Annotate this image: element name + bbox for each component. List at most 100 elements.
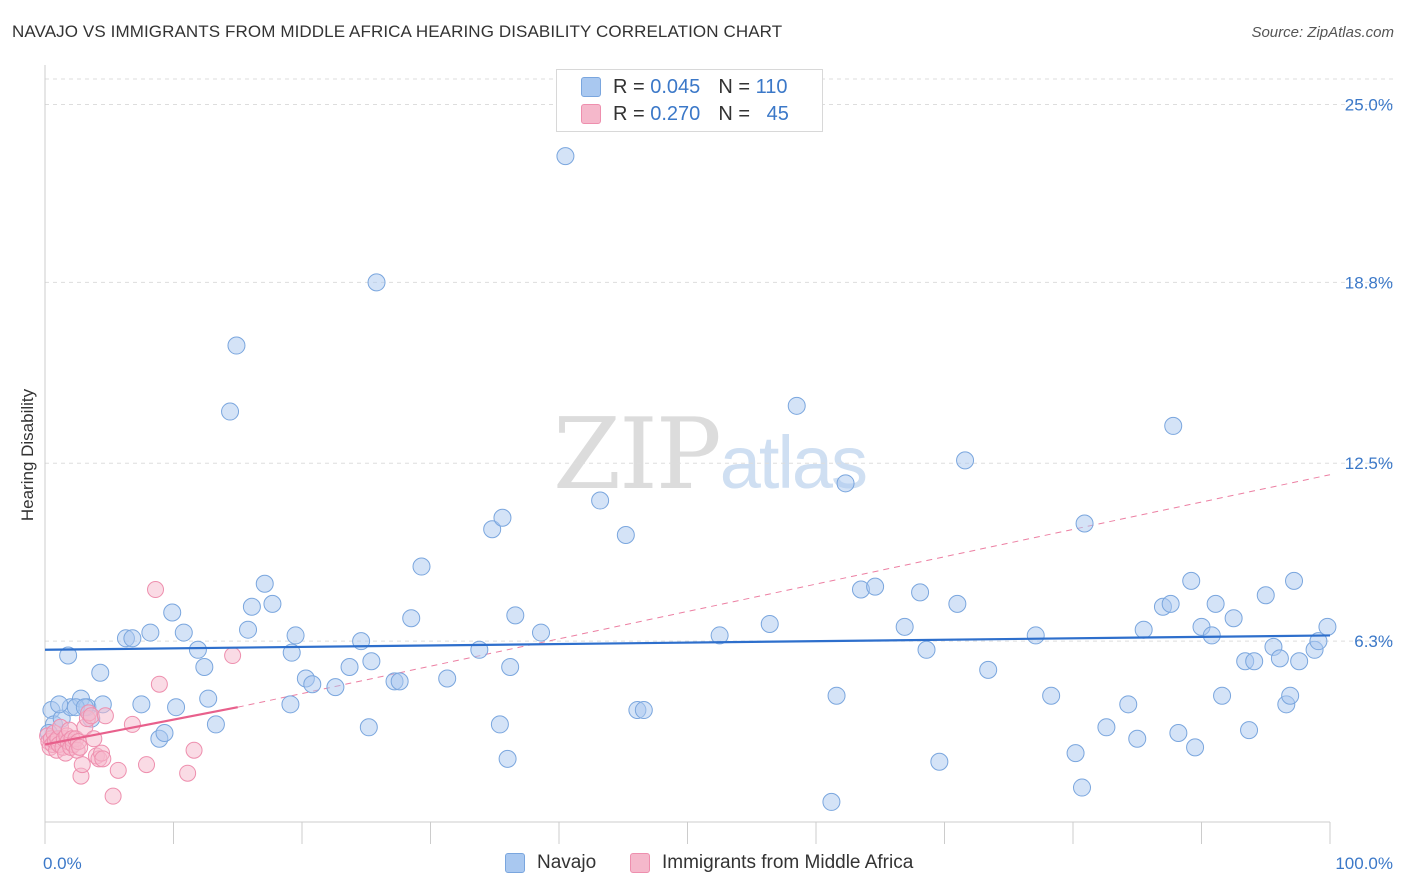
navajo-point bbox=[930, 752, 949, 771]
navajo-point bbox=[490, 715, 509, 734]
navajo-point bbox=[956, 451, 975, 470]
navajo-point bbox=[1213, 686, 1232, 705]
navajo-point bbox=[1245, 652, 1264, 671]
navajo-point bbox=[1202, 626, 1221, 645]
navajo-point bbox=[1128, 729, 1147, 748]
navajo-point bbox=[286, 626, 305, 645]
navajo-point bbox=[836, 474, 855, 493]
navajo-point bbox=[760, 614, 779, 633]
navajo-point bbox=[163, 603, 182, 622]
immigrants-trend-line bbox=[44, 706, 238, 746]
legend-item-immigrants[interactable]: Immigrants from Middle Africa bbox=[630, 852, 913, 874]
legend-r-value: 0.270 bbox=[650, 102, 701, 125]
navajo-point bbox=[1097, 718, 1116, 737]
immigrants-point bbox=[82, 707, 100, 725]
navajo-point bbox=[483, 520, 502, 539]
navajo-point bbox=[239, 620, 258, 639]
immigrants-point bbox=[179, 764, 197, 782]
navajo-point bbox=[132, 695, 151, 714]
immigrants-point bbox=[224, 647, 242, 665]
navajo-point bbox=[1206, 594, 1225, 613]
navajo-point bbox=[263, 594, 282, 613]
immigrants-point bbox=[73, 756, 91, 774]
navajo-point bbox=[326, 678, 345, 697]
immigrants-point bbox=[123, 715, 141, 733]
immigrants-point bbox=[104, 787, 122, 805]
navajo-point bbox=[303, 675, 322, 694]
immigrants-point bbox=[185, 741, 203, 759]
navajo-point bbox=[787, 396, 806, 415]
navajo-point bbox=[412, 557, 431, 576]
navajo-point bbox=[402, 609, 421, 628]
navajo-point bbox=[556, 147, 575, 166]
navajo-point bbox=[493, 508, 512, 527]
navajo-point bbox=[206, 715, 225, 734]
navajo-point bbox=[501, 658, 520, 677]
navajo-point bbox=[1119, 695, 1138, 714]
navajo-point bbox=[227, 336, 246, 355]
legend-n-label: N = bbox=[718, 75, 750, 98]
navajo-point bbox=[710, 626, 729, 645]
navajo-point bbox=[282, 643, 301, 662]
navajo-point bbox=[822, 792, 841, 811]
legend-label-navajo: Navajo bbox=[537, 852, 597, 873]
navajo-point bbox=[1309, 632, 1328, 651]
legend-r-label: R = bbox=[613, 75, 645, 98]
legend-item-navajo[interactable]: Navajo bbox=[505, 852, 596, 874]
immigrants-point bbox=[147, 581, 165, 599]
navajo-point bbox=[255, 574, 274, 593]
immigrants-point bbox=[94, 750, 112, 768]
navajo-point bbox=[634, 701, 653, 720]
navajo-point bbox=[1318, 617, 1337, 636]
navajo-point bbox=[591, 491, 610, 510]
immigrants-swatch bbox=[581, 104, 601, 124]
navajo-point bbox=[141, 623, 160, 642]
navajo-trend-line bbox=[44, 634, 1331, 651]
navajo-point bbox=[506, 606, 525, 625]
navajo-point bbox=[155, 724, 174, 743]
navajo-point bbox=[340, 658, 359, 677]
immigrants-point bbox=[109, 761, 127, 779]
y-tick-label: 18.8% bbox=[1345, 273, 1393, 292]
y-tick-label: 6.3% bbox=[1354, 632, 1393, 651]
immigrants-point bbox=[96, 707, 114, 725]
legend-r-label: R = bbox=[613, 102, 645, 125]
navajo-point bbox=[979, 660, 998, 679]
navajo-swatch bbox=[581, 77, 601, 97]
navajo-point bbox=[917, 640, 936, 659]
navajo-point bbox=[1066, 744, 1085, 763]
series-legend: Navajo Immigrants from Middle Africa bbox=[0, 852, 1406, 878]
watermark-zip: ZIP bbox=[553, 398, 722, 512]
navajo-point bbox=[1161, 594, 1180, 613]
navajo-point bbox=[532, 623, 551, 642]
navajo-point bbox=[1290, 652, 1309, 671]
navajo-point bbox=[242, 597, 261, 616]
navajo-point bbox=[1075, 514, 1094, 533]
navajo-point bbox=[1240, 721, 1259, 740]
legend-label-immigrants: Immigrants from Middle Africa bbox=[662, 852, 914, 873]
legend-n-value: 110 bbox=[755, 75, 788, 98]
legend-n-label: N = bbox=[718, 102, 750, 125]
navajo-point bbox=[50, 695, 69, 714]
navajo-point bbox=[59, 646, 78, 665]
navajo-point bbox=[195, 658, 214, 677]
navajo-point bbox=[1281, 686, 1300, 705]
navajo-point bbox=[1285, 571, 1304, 590]
navajo-point bbox=[123, 629, 142, 648]
navajo-point bbox=[866, 577, 885, 596]
navajo-point bbox=[221, 402, 240, 421]
navajo-point bbox=[948, 594, 967, 613]
navajo-point bbox=[1072, 778, 1091, 797]
legend-row-navajo: R = 0.045 N = 110 bbox=[581, 74, 787, 100]
navajo-point bbox=[827, 686, 846, 705]
y-axis-label: Hearing Disability bbox=[18, 388, 37, 522]
navajo-point bbox=[1134, 620, 1153, 639]
navajo-point bbox=[1224, 609, 1243, 628]
navajo-point bbox=[895, 617, 914, 636]
navajo-point bbox=[91, 663, 110, 682]
navajo-point bbox=[1169, 724, 1188, 743]
navajo-point bbox=[174, 623, 193, 642]
y-tick-label: 25.0% bbox=[1345, 95, 1393, 114]
navajo-point bbox=[1164, 416, 1183, 435]
x-tick-label: 100.0% bbox=[1335, 854, 1393, 873]
